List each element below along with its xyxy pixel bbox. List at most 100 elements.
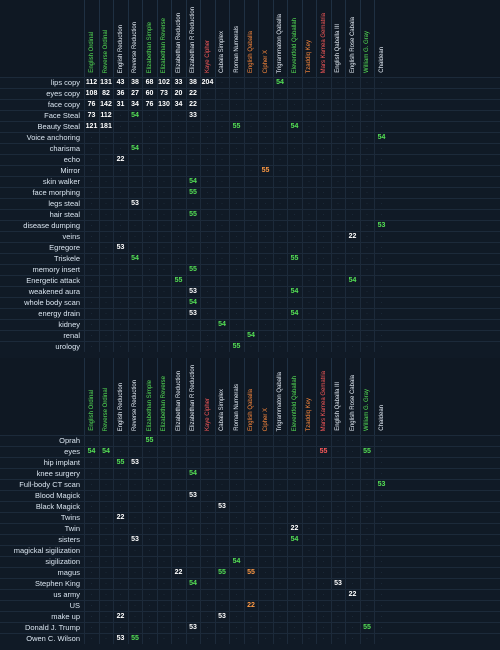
table-row[interactable]: US · · · · · · · · · · · 22 · · · · · · · · · — [0, 600, 500, 611]
table-row[interactable]: memory insert · · · · · · · 55 · · · · · · · · · · · · · — [0, 264, 500, 275]
header-cell[interactable]: English Ordinal — [84, 358, 99, 435]
header-cell[interactable]: English Qaballa III — [330, 358, 346, 435]
value-cell: 33 — [185, 111, 200, 121]
header-cell[interactable]: Cipher X — [258, 358, 273, 435]
header-cell[interactable]: Elizabethan Reduction — [171, 358, 186, 435]
header-cell[interactable]: Trigrammaton Qaballa — [272, 0, 288, 77]
value-cell: · — [185, 199, 200, 209]
header-cell[interactable]: English Ordinal — [84, 0, 99, 77]
header-cell[interactable]: Kaye Cipher — [200, 358, 215, 435]
value-cell: 55 — [214, 568, 229, 578]
table-row[interactable]: face copy 76 142 31 34 76 130 34 22 · · · · · · · · · · · · · — [0, 99, 500, 110]
value-cell: · — [287, 243, 301, 253]
header-cell[interactable]: English Qaballa — [243, 358, 259, 435]
header-cell[interactable]: Mars Kamea Gematria — [316, 358, 331, 435]
value-cell: · — [316, 568, 330, 578]
table-row[interactable]: magus · · · · · · 22 · · 55 · 55 · · · · · · · · · — [0, 567, 500, 578]
header-cell[interactable]: English Qaballa III — [330, 0, 346, 77]
header-cell[interactable]: Cipher X — [258, 0, 273, 77]
table-row[interactable]: Face Steal 73 112 · 54 · · · 33 · · · · · · · · · · · · · — [0, 110, 500, 121]
table-row[interactable]: skin walker · · · · · · · 54 · · · · · · · · · · · · · — [0, 176, 500, 187]
table-row[interactable]: energy drain · · · · · · · 53 · · · · · · 54 · · · · · · — [0, 308, 500, 319]
value-cell: · — [243, 342, 258, 352]
value-cell: · — [98, 579, 113, 589]
table-row[interactable]: Donald J. Trump · · · · · · · 53 · · · · · · · · · · · 55 · — [0, 622, 500, 633]
header-label: Kaye Cipher — [204, 397, 211, 431]
table-row[interactable]: Mirror · · · · · · · · · · · · 55 · · · · · · · · — [0, 165, 500, 176]
table-row[interactable]: urology · · · · · · · · · · 55 · · · · · · · · · · — [0, 341, 500, 352]
table-row[interactable]: sigilization · · · · · · · · · · 54 · · · · · · · · · · — [0, 556, 500, 567]
table-row[interactable]: eyes 54 54 · · · · · · · · · · · · · · 55 · · 55 · — [0, 446, 500, 457]
table-row[interactable]: hair steal · · · · · · · 55 · · · · · · · · · · · · · — [0, 209, 500, 220]
header-cell[interactable]: English Rose Cabala — [345, 0, 360, 77]
value-cell: · — [301, 287, 316, 297]
table-row[interactable]: sisters · · · 53 · · · · · · · · · · 54 · · · · · · — [0, 534, 500, 545]
table-row[interactable]: Twins · · 22 · · · · · · · · · · · · · · · · · · — [0, 512, 500, 523]
header-cell[interactable]: English Qaballa — [243, 0, 259, 77]
table-row[interactable]: Voice anchoring · · · · · · · · · · · · · · · · · · · · 54 — [0, 132, 500, 143]
header-cell[interactable]: Tzaddiq Key — [301, 0, 317, 77]
header-cell[interactable]: English Reduction — [113, 358, 128, 435]
table-row[interactable]: charisma · · · 54 · · · · · · · · · · · · · · · · · — [0, 143, 500, 154]
value-cell: · — [301, 623, 316, 633]
table-row[interactable]: us army · · · · · · · · · · · · · · · · · · 22 · · — [0, 589, 500, 600]
header-cell[interactable]: Elizabethan Reduction — [171, 0, 186, 77]
value-cell: · — [330, 535, 345, 545]
header-cell[interactable]: Cabala Simplex — [214, 0, 230, 77]
header-cell[interactable]: Elizabethan Simple — [142, 358, 157, 435]
table-row[interactable]: lips copy 112 131 43 38 68 102 33 38 204 · · · · 54 · · ·… — [0, 77, 500, 88]
header-cell[interactable]: Roman Numerals — [229, 0, 244, 77]
header-cell[interactable]: Chaldean — [374, 0, 389, 77]
header-cell[interactable]: English Reduction — [113, 0, 128, 77]
table-row[interactable]: Beauty Steal 121 181 · · · · · · · · 55 · · · 54 · · · · · · — [0, 121, 500, 132]
header-cell[interactable]: Elizabethan Reverse — [156, 0, 172, 77]
value-cell: 55 — [185, 210, 200, 220]
table-row[interactable]: veins · · · · · · · · · · · · · · · · · · 22 · · — [0, 231, 500, 242]
table-row[interactable]: whole body scan · · · · · · · 54 · · · · · · · · · · · · · — [0, 297, 500, 308]
header-cell[interactable]: Kaye Cipher — [200, 0, 215, 77]
table-row[interactable]: Twin · · · · · · · · · · · · · · 22 · · · · · · — [0, 523, 500, 534]
header-cell[interactable]: Chaldean — [374, 358, 389, 435]
table-row[interactable]: kidney · · · · · · · · · 54 · · · · · · · · · · · — [0, 319, 500, 330]
header-cell[interactable]: Reverse Reduction — [127, 358, 143, 435]
table-row[interactable]: make up · · 22 · · · · · · 53 · · · · · · · · · · · — [0, 611, 500, 622]
header-cell[interactable]: William G. Gray — [359, 0, 375, 77]
header-cell[interactable]: William G. Gray — [359, 358, 375, 435]
header-cell[interactable]: Elizabethan R Reduction — [185, 0, 201, 77]
table-row[interactable]: Full-body CT scan · · · · · · · · · · · · · · · · · · · · 53 — [0, 479, 500, 490]
header-cell[interactable]: Reverse Reduction — [127, 0, 143, 77]
header-cell[interactable]: Eleventfold Qaballah — [287, 0, 302, 77]
table-row[interactable]: Energetic attack · · · · · · 55 · · · · · · · · · · · 54 · · — [0, 275, 500, 286]
header-cell[interactable]: Elizabethan Reverse — [156, 358, 172, 435]
table-row[interactable]: Egregore · · 53 · · · · · · · · · · · · · · · · · · — [0, 242, 500, 253]
header-cell[interactable]: Reverse Ordinal — [98, 0, 114, 77]
table-row[interactable]: Oprah · · · · 55 · · · · · · · · · · · · · · · · — [0, 435, 500, 446]
header-cell[interactable]: Mars Kamea Gematria — [316, 0, 331, 77]
table-row[interactable]: face morphing · · · · · · · 55 · · · · · · · · · · · · · — [0, 187, 500, 198]
table-row[interactable]: Stephen King · · · · · · · 54 · · · · · · · · · 53 · · · — [0, 578, 500, 589]
header-cell[interactable]: Trigrammaton Qaballa — [272, 358, 288, 435]
table-row[interactable]: eyes copy 108 82 36 27 60 73 20 22 · · · · · · · · · · · · · — [0, 88, 500, 99]
table-row[interactable]: Owen C. Wilson · · 53 55 · · · · · · · · · · · · · · · · · — [0, 633, 500, 644]
table-row[interactable]: disease dumping · · · · · · · · · · · · · · · · · · · · 53 — [0, 220, 500, 231]
table-row[interactable]: echo · · 22 · · · · · · · · · · · · · · · · · · — [0, 154, 500, 165]
table-row[interactable]: Blood Magick · · · · · · · 53 · · · · · · · · · · · · · — [0, 490, 500, 501]
header-cell[interactable]: Elizabethan Simple — [142, 0, 157, 77]
table-row[interactable]: knee surgery · · · · · · · 54 · · · · · · · · · · · · · — [0, 468, 500, 479]
table-row[interactable]: weakened aura · · · · · · · 53 · · · · · · 54 · · · · · · — [0, 286, 500, 297]
header-cell[interactable]: Eleventfold Qaballah — [287, 358, 302, 435]
table-row[interactable]: Triskele · · · 54 · · · · · · · · · · 55 · · · · · · — [0, 253, 500, 264]
value-cell: · — [113, 166, 127, 176]
header-cell[interactable]: Roman Numerals — [229, 358, 244, 435]
header-cell[interactable]: Elizabethan R Reduction — [185, 358, 201, 435]
header-cell[interactable]: Reverse Ordinal — [98, 358, 114, 435]
value-cell: · — [287, 298, 301, 308]
header-cell[interactable]: Tzaddiq Key — [301, 358, 317, 435]
table-row[interactable]: legs steal · · · 53 · · · · · · · · · · · · · · · · · — [0, 198, 500, 209]
header-cell[interactable]: Cabala Simplex — [214, 358, 230, 435]
table-row[interactable]: hip implant · · 55 53 · · · · · · · · · · · · · · · · · — [0, 457, 500, 468]
table-row[interactable]: magickal sigilization · · · · · · · · · · · · · · · · · · ·… — [0, 545, 500, 556]
header-cell[interactable]: English Rose Cabala — [345, 358, 360, 435]
table-row[interactable]: renal · · · · · · · · · · · 54 · · · · · · · · · — [0, 330, 500, 341]
table-row[interactable]: Black Magick · · · · · · · · · 53 · · · · · · · · · · · — [0, 501, 500, 512]
